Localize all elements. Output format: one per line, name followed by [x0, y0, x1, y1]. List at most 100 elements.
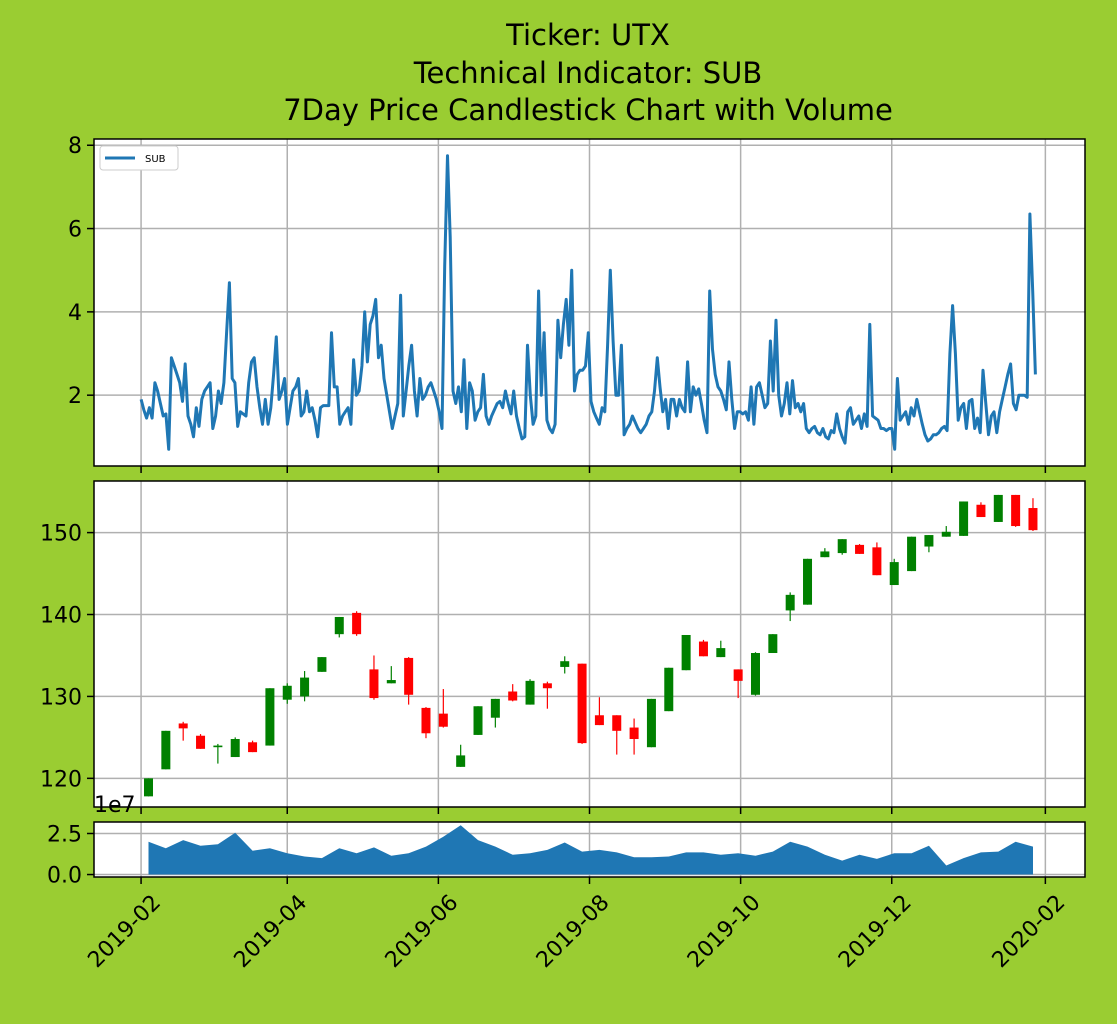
indicator-ytick-label: 8: [68, 134, 82, 159]
candle: [820, 548, 830, 558]
volume-ytick-label: 0.0: [47, 864, 82, 889]
candle-body: [993, 494, 1003, 522]
candle-body: [681, 634, 691, 671]
price-x-ticks: [140, 807, 1047, 814]
candle: [438, 689, 448, 728]
price-ytick-label: 130: [40, 685, 82, 710]
candle-body: [750, 653, 760, 695]
candle: [629, 718, 639, 755]
volume-area: [148, 825, 1033, 875]
candle-body: [352, 612, 362, 635]
title-line-subtitle: 7Day Price Candlestick Chart with Volume: [283, 93, 893, 127]
candle: [161, 730, 171, 770]
candle-body: [646, 698, 656, 748]
candle: [404, 657, 414, 705]
indicator-ytick-label: 4: [68, 301, 82, 326]
candle: [213, 743, 223, 764]
candle-body: [334, 616, 344, 635]
title-line-indicator: Technical Indicator: SUB: [413, 56, 763, 90]
indicator-ytick-label: 6: [68, 218, 82, 243]
candle-body: [629, 727, 639, 740]
legend: SUB: [99, 145, 179, 171]
candle: [525, 679, 535, 705]
candle: [248, 740, 258, 753]
candle-body: [560, 661, 570, 667]
candle-body: [733, 669, 743, 681]
candle: [612, 715, 622, 755]
candle: [352, 611, 362, 636]
candle: [976, 502, 986, 518]
x-axis-tick-label: 2020-02: [988, 890, 1071, 973]
candle-body: [248, 742, 258, 753]
x-axis: 2019-02 2019-04 2019-06 2019-08 2019-10 2019-…: [83, 877, 1070, 973]
candle-body: [577, 663, 587, 744]
x-axis-tick-label: 2019-08: [532, 890, 615, 973]
candle-body: [144, 778, 154, 797]
candle: [924, 535, 934, 553]
candle-body: [386, 680, 396, 684]
x-axis-tick-label: 2019-04: [230, 890, 313, 973]
candle: [855, 544, 865, 554]
candle-body: [698, 641, 708, 657]
candle: [144, 778, 154, 797]
candle-body: [1028, 508, 1038, 531]
candle-body: [490, 698, 500, 718]
candle-body: [282, 685, 292, 700]
candlesticks: [144, 494, 1038, 797]
candle: [386, 666, 396, 684]
candle-body: [889, 562, 899, 586]
chart-title: Ticker: UTX Technical Indicator: SUB 7Da…: [283, 18, 893, 127]
volume-ytick-label: 2.5: [47, 822, 82, 847]
candle: [785, 592, 795, 622]
candle: [698, 639, 708, 657]
candle: [577, 663, 587, 744]
candle-body: [456, 755, 466, 767]
legend-box: [99, 145, 179, 171]
candle-body: [161, 730, 171, 770]
price-gridlines: [94, 481, 1085, 807]
indicator-panel-frame: [93, 138, 1086, 467]
candle: [993, 494, 1003, 522]
price-ytick-label: 140: [40, 604, 82, 629]
x-axis-tick-label: 2019-10: [683, 890, 766, 973]
candle: [837, 539, 847, 555]
candle-body: [664, 667, 674, 712]
x-axis-tick-label: 2019-12: [834, 890, 917, 973]
candle: [733, 669, 743, 699]
candle-body: [716, 648, 726, 658]
volume-y-axis: 0.0 2.5: [47, 822, 94, 889]
candle: [681, 634, 691, 671]
candle: [1011, 494, 1021, 527]
candle: [803, 558, 813, 605]
candle-body: [924, 535, 934, 547]
candle-body: [300, 677, 310, 697]
candle: [265, 688, 275, 746]
candle: [907, 536, 917, 572]
candle: [317, 657, 327, 672]
candle: [300, 671, 310, 702]
candle: [508, 684, 518, 702]
candle-body: [976, 504, 986, 518]
price-y-axis: 120 130 140 150: [40, 522, 94, 792]
candle: [941, 526, 951, 537]
candle: [421, 707, 431, 739]
candle: [282, 683, 292, 704]
x-axis-tick-label: 2019-06: [381, 890, 464, 973]
candle: [456, 744, 466, 767]
candle: [334, 616, 344, 638]
candle-body: [820, 551, 830, 558]
candle: [889, 558, 899, 586]
candle-body: [525, 680, 535, 705]
candle: [768, 634, 778, 654]
candle-body: [213, 745, 223, 748]
indicator-panel: 2 4 6 8 SUB: [68, 134, 1086, 473]
candle-body: [785, 594, 795, 611]
candle: [1028, 498, 1038, 531]
price-panel-frame: [93, 480, 1086, 808]
candle-body: [612, 715, 622, 731]
candle: [716, 640, 726, 658]
candle: [959, 501, 969, 536]
candle-body: [438, 713, 448, 727]
candle-body: [542, 683, 552, 689]
